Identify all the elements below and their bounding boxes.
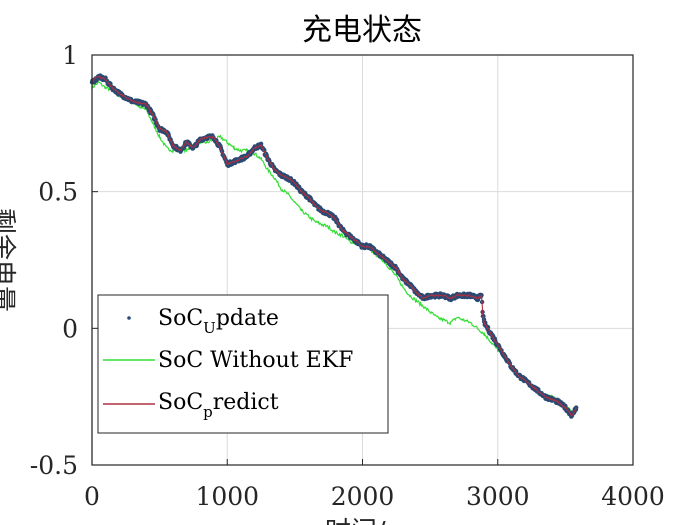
x-axis-label: 时间/s	[325, 517, 399, 525]
x-tick-label: 3000	[466, 482, 530, 511]
legend-box	[97, 294, 389, 434]
x-tick-label: 2000	[331, 482, 395, 511]
x-tick-label: 0	[84, 482, 100, 511]
legend-label-soc-without-ekf: SoC Without EKF	[158, 348, 353, 373]
x-tick-label: 4000	[601, 482, 665, 511]
y-tick-label: 0.5	[38, 178, 78, 207]
series-layer	[89, 73, 579, 465]
series-line-soc-without-ekf	[91, 80, 577, 415]
y-tick-label: 1	[62, 41, 78, 70]
legend-marker-soc-update	[127, 316, 131, 320]
series-line-soc-predict	[91, 75, 577, 465]
soc-update-point	[574, 405, 579, 410]
x-tick-label: 1000	[195, 482, 259, 511]
legend-label-soc-predict: SoCpredict	[158, 390, 279, 421]
legend: SoCUpdate SoC Without EKF SoCpredict	[97, 294, 389, 434]
tick-layer: 0 1000 2000 3000 4000-0.500.51	[30, 41, 665, 511]
y-axis-label: 剩余电量	[0, 208, 17, 312]
y-tick-label: -0.5	[30, 451, 78, 480]
y-tick-label: 0	[62, 314, 78, 343]
chart-title: 充电状态	[302, 13, 422, 48]
legend-label-soc-update: SoCUpdate	[158, 306, 279, 337]
